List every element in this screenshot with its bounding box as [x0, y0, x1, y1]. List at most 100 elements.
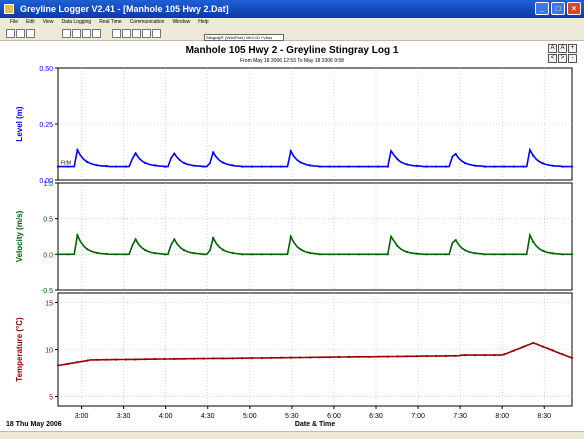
data-point: [376, 355, 380, 358]
y-tick-label: 0.00: [39, 178, 53, 185]
maximize-button[interactable]: □: [551, 2, 565, 15]
minimize-button[interactable]: _: [535, 2, 549, 15]
data-point: [212, 151, 215, 154]
chart-subtitle: From May 18 2006 12:53 To May 18 2006 9:…: [240, 58, 344, 64]
data-point: [153, 164, 157, 167]
copy-icon[interactable]: [62, 29, 71, 38]
data-point: [231, 164, 234, 167]
data-point: [357, 253, 360, 256]
data-point: [406, 163, 409, 166]
series-line: [58, 147, 572, 168]
data-point: [561, 253, 564, 256]
data-point: [338, 355, 341, 359]
data-point: [328, 165, 331, 168]
settings-icon[interactable]: [152, 29, 161, 38]
tool-button[interactable]: +: [568, 44, 577, 53]
paste-icon[interactable]: [72, 29, 81, 38]
data-point: [464, 249, 467, 252]
data-point: [483, 165, 486, 168]
x-tick-label: 7:30: [453, 413, 467, 420]
data-point: [551, 164, 554, 167]
y-tick-label: -0.5: [41, 288, 53, 295]
data-point: [376, 165, 380, 168]
data-point: [192, 252, 195, 255]
new-file-icon[interactable]: [6, 29, 15, 38]
x-tick-label: 6:30: [369, 413, 383, 420]
data-point: [241, 253, 244, 256]
menu-item-edit[interactable]: Edit: [26, 19, 35, 25]
panel-frame: [57, 67, 573, 181]
data-point: [415, 252, 418, 255]
data-point: [454, 152, 457, 156]
data-point: [134, 238, 137, 241]
data-point: [415, 164, 418, 167]
menu-item-communication[interactable]: Communication: [129, 19, 165, 25]
data-point: [76, 148, 79, 152]
tool-button[interactable]: -: [568, 54, 577, 63]
data-point: [66, 253, 69, 256]
data-point: [551, 252, 554, 255]
cursor-icon[interactable]: [142, 29, 151, 38]
help-icon[interactable]: [92, 29, 101, 38]
tool-button[interactable]: A: [548, 44, 557, 53]
save-file-icon[interactable]: [26, 29, 35, 38]
data-point: [192, 357, 195, 360]
data-point: [183, 357, 186, 360]
data-point: [270, 253, 273, 256]
menu-item-view[interactable]: View: [42, 19, 54, 25]
data-point: [309, 251, 312, 255]
data-point: [570, 253, 574, 256]
data-point: [299, 161, 302, 164]
print-icon[interactable]: [82, 29, 91, 38]
data-point: [231, 251, 234, 255]
y-tick-label: 1.0: [43, 181, 53, 188]
data-point: [386, 253, 389, 256]
instrument-select[interactable]: Stingray® (Velo/Pore) Ver1.00 +Vbus: [204, 34, 284, 41]
tool-button[interactable]: >: [558, 54, 567, 63]
data-point: [493, 253, 496, 256]
x-tick-label: 5:00: [243, 413, 257, 420]
data-point: [86, 248, 89, 251]
data-point: [241, 165, 244, 168]
data-point: [270, 356, 273, 359]
data-point: [280, 253, 283, 256]
data-point: [425, 253, 428, 256]
graph-icon[interactable]: [112, 29, 121, 38]
data-point: [95, 358, 98, 361]
data-point: [435, 253, 438, 256]
menu-item-help[interactable]: Help: [198, 19, 209, 25]
menu-item-file[interactable]: File: [10, 19, 19, 25]
data-point: [221, 248, 224, 251]
data-point: [124, 358, 127, 361]
menu-item-data-logging[interactable]: Data Logging: [61, 19, 92, 25]
tool-button[interactable]: A: [558, 44, 567, 53]
tool-button[interactable]: <: [548, 54, 557, 63]
table-icon[interactable]: [122, 29, 131, 38]
data-point: [425, 165, 428, 168]
data-point: [444, 354, 447, 357]
data-point: [454, 354, 457, 357]
data-point: [299, 356, 302, 359]
data-point: [144, 249, 147, 252]
open-file-icon[interactable]: [16, 29, 25, 38]
data-point: [338, 165, 341, 168]
data-point: [221, 357, 224, 360]
data-point: [124, 165, 127, 168]
data-point: [86, 160, 89, 163]
chart-tools: A A + < > -: [548, 44, 577, 63]
data-point: [318, 356, 321, 359]
close-button[interactable]: ×: [567, 2, 581, 15]
data-point: [561, 165, 564, 168]
menu-item-real-time[interactable]: Real Time: [99, 19, 122, 25]
data-point: [532, 240, 535, 243]
panel-frame: [57, 182, 573, 291]
data-point: [153, 358, 157, 361]
data-point: [444, 253, 447, 256]
data-point: [541, 345, 545, 348]
x-tick-label: 7:00: [411, 413, 425, 420]
menu-item-window[interactable]: Window: [172, 19, 191, 25]
data-point: [76, 234, 79, 237]
data-point: [367, 165, 370, 168]
zoom-icon[interactable]: [132, 29, 141, 38]
data-point: [347, 355, 350, 358]
